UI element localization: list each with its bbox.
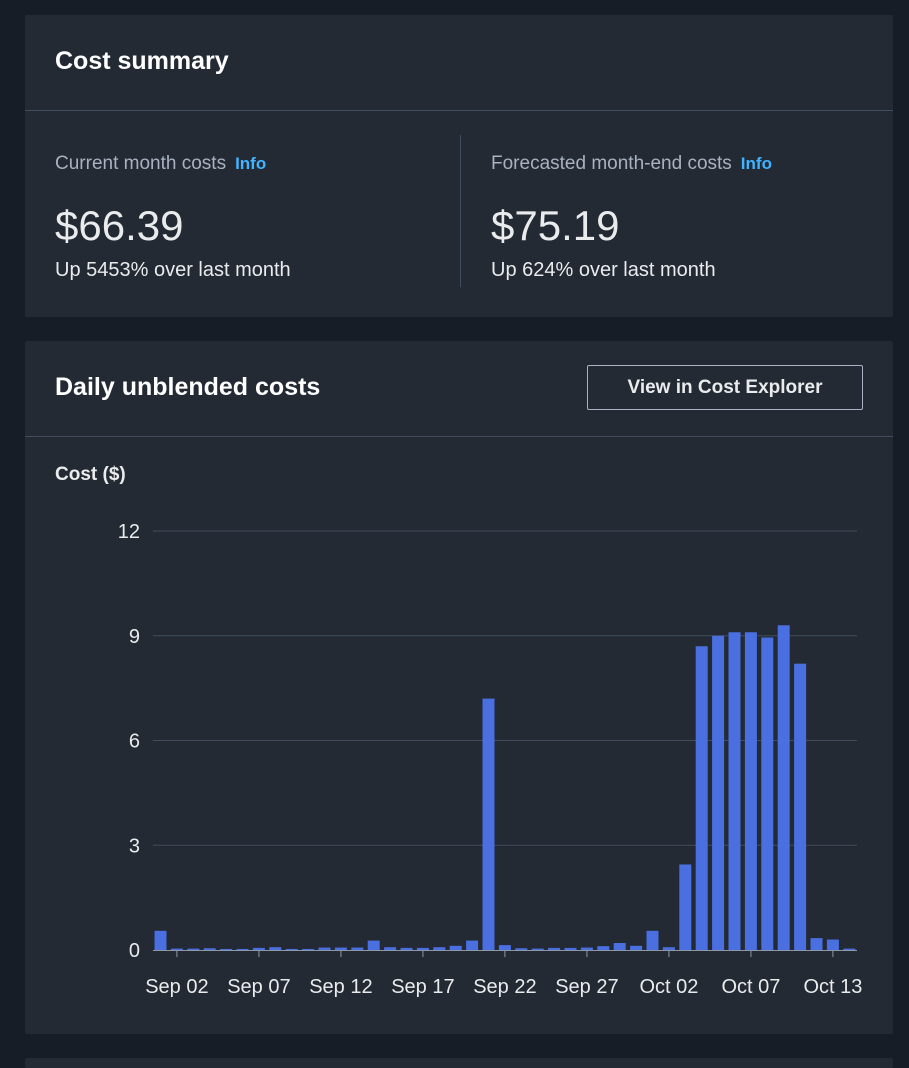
bar-sep-20[interactable] xyxy=(466,940,479,950)
daily-costs-title: Daily unblended costs xyxy=(55,373,321,401)
y-tick-label: 6 xyxy=(129,731,140,753)
bar-sep-02[interactable] xyxy=(170,948,183,950)
bar-oct-01[interactable] xyxy=(646,930,659,950)
bar-sep-09[interactable] xyxy=(285,948,298,950)
bar-sep-22[interactable] xyxy=(498,945,511,950)
bar-sep-18[interactable] xyxy=(433,947,446,950)
bar-sep-29[interactable] xyxy=(613,943,626,950)
bar-oct-12[interactable] xyxy=(826,939,839,950)
bar-sep-01[interactable] xyxy=(154,930,167,950)
chart-axis: 0 3 6 9 12 Sep 02 Sep 07 Sep 12 Sep 17 Sep 22 Sep … xyxy=(118,521,863,998)
chart-y-axis-title: Cost ($) xyxy=(55,464,126,485)
bar-oct-10[interactable] xyxy=(794,663,807,950)
y-tick-label: 12 xyxy=(118,521,140,543)
forecast-label: Forecasted month-end costs Info xyxy=(491,153,772,175)
bar-sep-27[interactable] xyxy=(580,947,593,950)
cost-summary-card: Cost summary Current month costs Info $66… xyxy=(25,15,893,317)
x-tick-label: Sep 27 xyxy=(555,976,618,998)
current-month-value: $66.39 xyxy=(55,202,184,249)
bar-sep-13[interactable] xyxy=(351,947,364,950)
bar-sep-14[interactable] xyxy=(367,940,380,950)
y-tick-label: 3 xyxy=(129,835,140,857)
forecasted-month-end-costs: Forecasted month-end costs Info $75.19 Up… xyxy=(491,135,891,307)
bar-sep-17[interactable] xyxy=(416,947,429,950)
y-tick-label: 0 xyxy=(129,940,140,962)
current-month-label: Current month costs Info xyxy=(55,153,266,175)
bar-sep-06[interactable] xyxy=(236,948,249,950)
bar-sep-25[interactable] xyxy=(548,947,561,950)
daily-costs-chart: 0 3 6 9 12 Sep 02 Sep 07 Sep 12 Sep 17 Sep 22 Sep … xyxy=(118,521,863,998)
cost-summary-title: Cost summary xyxy=(55,47,229,75)
x-tick-label: Oct 13 xyxy=(803,976,862,998)
bar-sep-16[interactable] xyxy=(400,947,413,950)
bar-sep-26[interactable] xyxy=(564,947,577,950)
current-month-costs: Current month costs Info $66.39 Up 5453% … xyxy=(55,135,455,307)
bar-sep-10[interactable] xyxy=(302,948,315,950)
bar-oct-04[interactable] xyxy=(695,646,708,950)
chart-bars xyxy=(154,625,856,950)
x-tick-label: Sep 02 xyxy=(145,976,208,998)
current-month-trend: Up 5453% over last month xyxy=(55,259,291,281)
bar-oct-09[interactable] xyxy=(777,625,790,950)
x-tick-label: Sep 12 xyxy=(309,976,372,998)
current-month-label-text: Current month costs xyxy=(55,153,227,174)
bar-oct-06[interactable] xyxy=(728,632,741,950)
bar-oct-13[interactable] xyxy=(843,948,856,950)
bar-sep-19[interactable] xyxy=(449,945,462,950)
bar-oct-02[interactable] xyxy=(662,947,675,950)
bar-sep-11[interactable] xyxy=(318,947,331,950)
metric-divider xyxy=(460,135,461,287)
bar-sep-04[interactable] xyxy=(203,948,216,950)
forecast-info-link[interactable]: Info xyxy=(740,154,772,173)
x-tick-label: Oct 02 xyxy=(639,976,698,998)
next-card xyxy=(25,1058,893,1068)
daily-costs-card: Daily unblended costs View in Cost Explo… xyxy=(25,341,893,1034)
daily-costs-header: Daily unblended costs View in Cost Explo… xyxy=(25,341,893,437)
view-in-cost-explorer-button[interactable]: View in Cost Explorer xyxy=(587,365,863,410)
bar-sep-28[interactable] xyxy=(597,946,610,950)
y-tick-label: 9 xyxy=(129,626,140,648)
bar-sep-15[interactable] xyxy=(384,947,397,950)
bar-sep-21[interactable] xyxy=(482,698,495,950)
bar-oct-03[interactable] xyxy=(679,864,692,950)
cost-summary-header: Cost summary xyxy=(25,15,893,111)
forecast-label-text: Forecasted month-end costs xyxy=(491,153,732,174)
x-tick-label: Sep 17 xyxy=(391,976,454,998)
bar-oct-07[interactable] xyxy=(744,632,757,950)
forecast-trend: Up 624% over last month xyxy=(491,259,716,281)
bar-sep-12[interactable] xyxy=(334,947,347,950)
current-month-info-link[interactable]: Info xyxy=(235,154,267,173)
bar-oct-08[interactable] xyxy=(761,637,774,950)
bar-sep-23[interactable] xyxy=(515,948,528,950)
bar-sep-30[interactable] xyxy=(630,945,643,950)
bar-sep-03[interactable] xyxy=(187,948,200,950)
bar-sep-24[interactable] xyxy=(531,948,544,950)
forecast-value: $75.19 xyxy=(491,202,620,249)
x-tick-label: Sep 07 xyxy=(227,976,290,998)
x-tick-label: Sep 22 xyxy=(473,976,536,998)
bar-sep-07[interactable] xyxy=(252,947,265,950)
x-tick-label: Oct 07 xyxy=(721,976,780,998)
bar-oct-05[interactable] xyxy=(712,635,725,950)
bar-sep-08[interactable] xyxy=(269,947,282,950)
bar-oct-11[interactable] xyxy=(810,938,823,950)
bar-sep-05[interactable] xyxy=(220,948,233,950)
